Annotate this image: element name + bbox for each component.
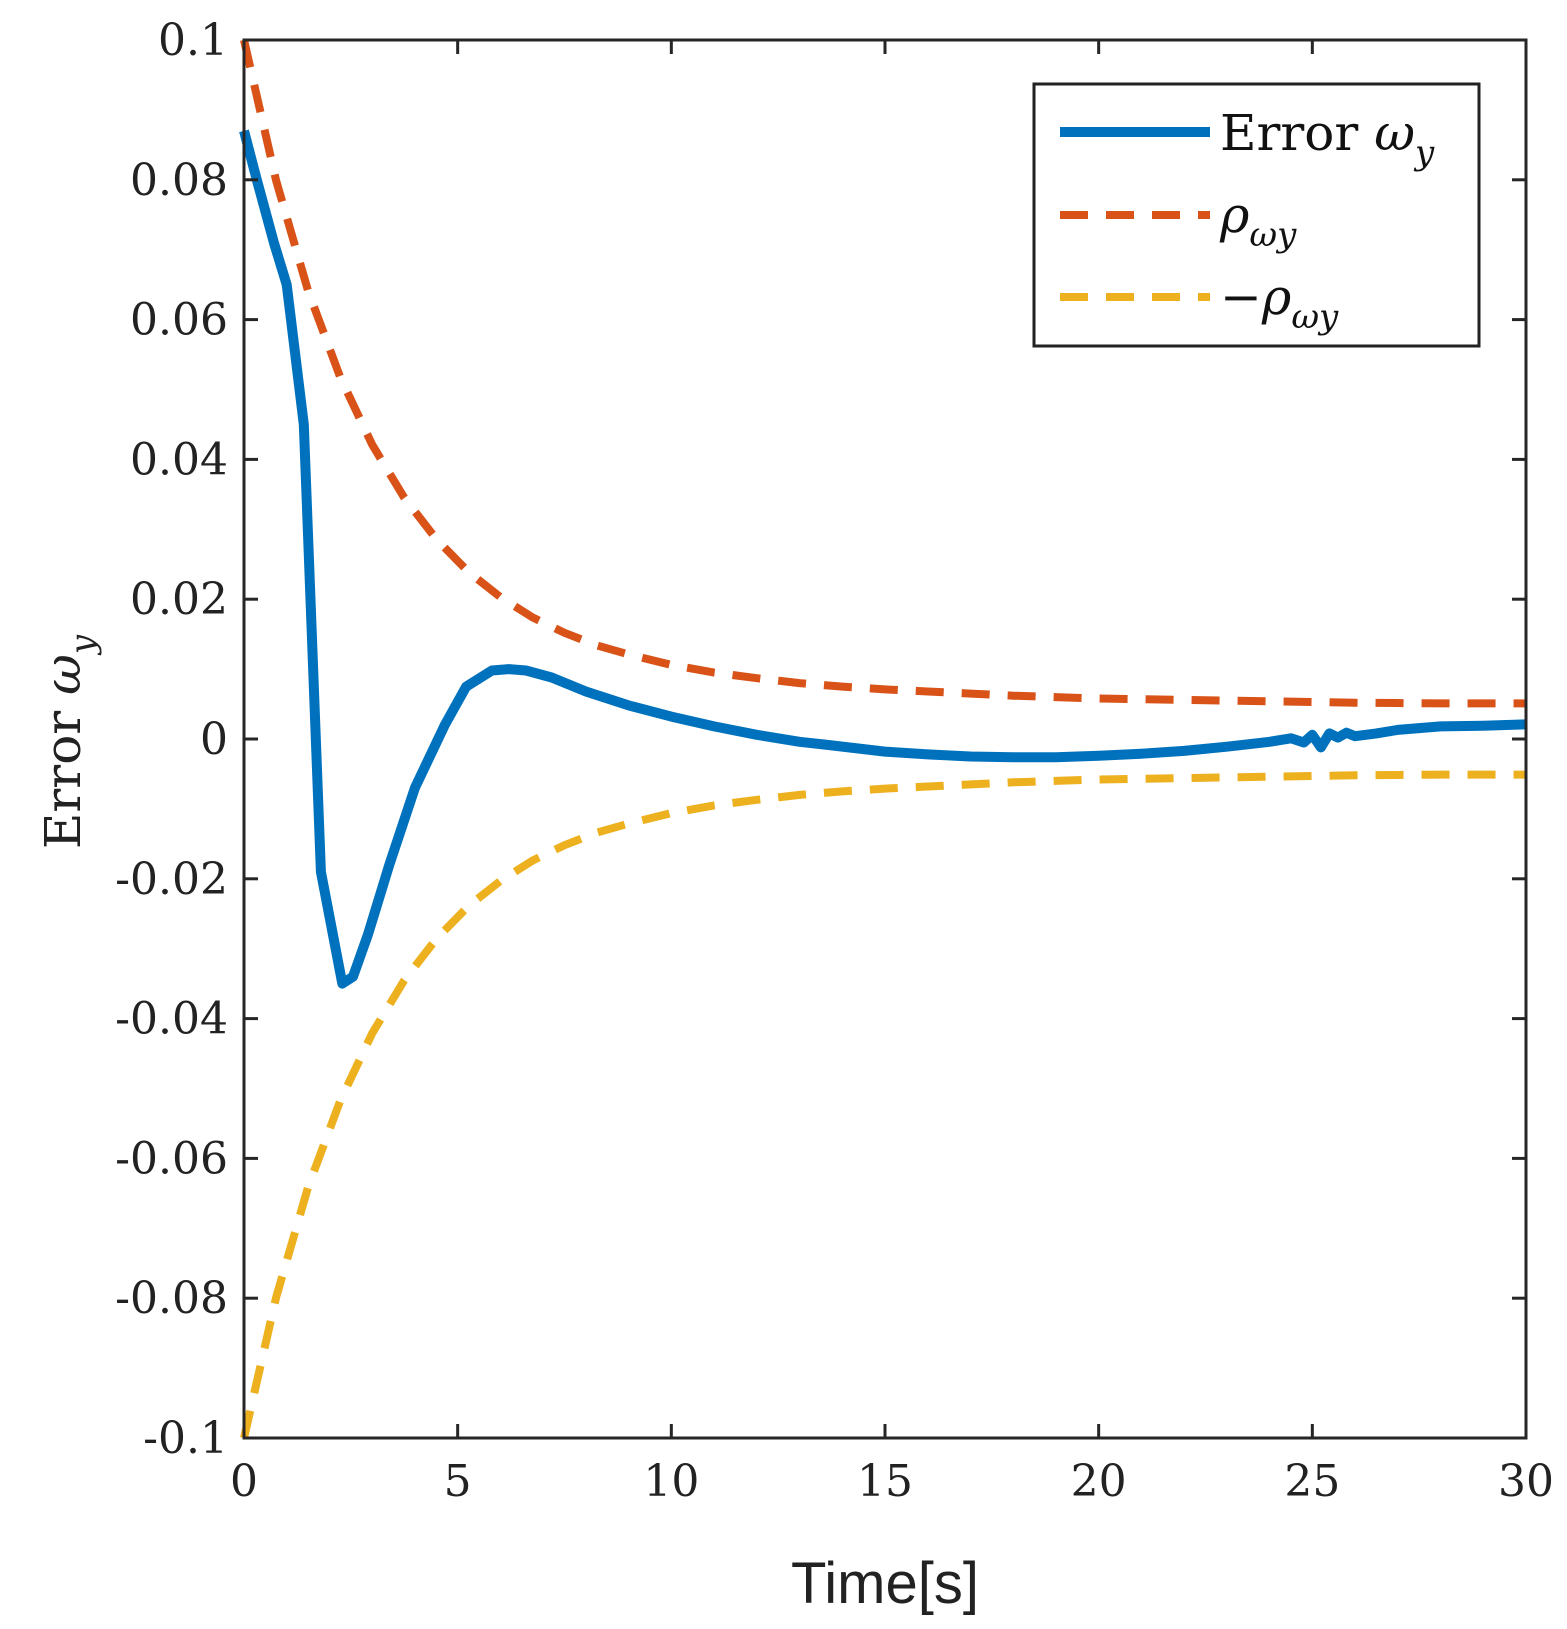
series-layer — [239, 39, 1527, 1439]
y-tick-label: 0.1 — [158, 15, 228, 66]
legend-label-rho-subscript: ωy — [1249, 215, 1297, 255]
legend-label-error: Error ωy — [1220, 104, 1435, 173]
legend-label-error-symbol: ω — [1374, 104, 1415, 162]
x-tick-label: 25 — [1284, 1456, 1340, 1507]
legend-label-neg-rho-subscript: ωy — [1291, 297, 1339, 337]
series-line-neg-rho — [240, 770, 1526, 1439]
x-tick-labels: 0 5 10 15 20 25 30 — [230, 1456, 1554, 1507]
y-tick-label: -0.1 — [143, 1413, 228, 1464]
legend-label-rho-symbol: ρ — [1219, 186, 1250, 244]
y-tick-label: 0.08 — [130, 155, 228, 206]
x-tick-label: 30 — [1498, 1456, 1554, 1507]
x-tick-label: 0 — [230, 1456, 258, 1507]
y-axis-title-main: Error — [34, 695, 92, 849]
y-tick-label: 0.02 — [130, 574, 228, 625]
x-tick-label: 10 — [643, 1456, 699, 1507]
x-axis-title: Time[s] — [791, 1551, 979, 1616]
plot-frame — [242, 38, 1528, 1440]
y-axis-title: Error ωy — [34, 634, 103, 849]
legend-label-neg-rho-symbol: ρ — [1261, 268, 1292, 326]
x-tick-label: 15 — [857, 1456, 913, 1507]
y-tick-label: -0.04 — [115, 994, 228, 1045]
y-tick-labels: 0.1 0.08 0.06 0.04 0.02 0 -0.02 -0.04 -0.06 -0.08… — [115, 15, 228, 1464]
series-line-rho — [240, 39, 1526, 708]
legend-label-neg-rho: −ρωy — [1220, 268, 1339, 337]
x-tick-label: 5 — [444, 1456, 472, 1507]
y-tick-label: 0.06 — [130, 295, 228, 346]
y-tick-label: -0.08 — [115, 1273, 228, 1324]
legend-label-neg-rho-prefix: − — [1220, 268, 1262, 326]
series-line-error — [239, 129, 1527, 989]
y-tick-label: 0.04 — [130, 434, 228, 485]
y-axis-title-subscript: y — [63, 634, 103, 656]
y-tick-label: 0 — [200, 714, 228, 765]
y-axis-title-symbol: ω — [34, 654, 92, 695]
legend-label-error-subscript: y — [1413, 133, 1435, 173]
x-tick-label: 20 — [1071, 1456, 1127, 1507]
ticks-layer — [242, 38, 1528, 1440]
legend-label-error-main: Error — [1220, 104, 1374, 162]
legend: Error ωy ρωy −ρωy — [1032, 82, 1481, 348]
legend-label-rho: ρωy — [1219, 186, 1297, 255]
y-tick-label: -0.06 — [115, 1133, 228, 1184]
y-tick-label: -0.02 — [115, 854, 228, 905]
